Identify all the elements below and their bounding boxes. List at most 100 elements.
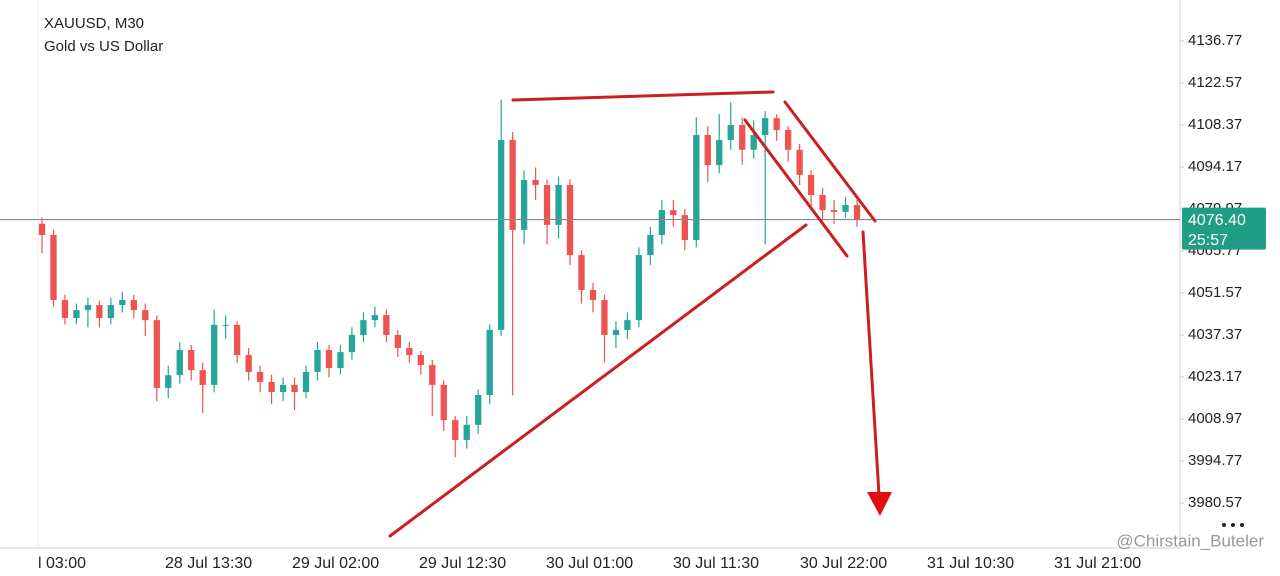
candle-body [853,205,861,220]
x-tick-label: 31 Jul 10:30 [927,555,1014,572]
candle-body [463,424,470,440]
trend-line [388,223,808,538]
x-tick-label: 28 Jul 13:30 [165,555,252,572]
last-price-label: 4076.40 [1188,212,1246,229]
chart-title: XAUUSD, M30 [44,15,144,32]
candle-body [233,324,241,356]
countdown: 25:57 [1188,232,1228,249]
candle-body [762,118,769,135]
candle-body [153,320,160,388]
candle-body [325,350,333,369]
candle-body [520,179,528,230]
candle-body [532,179,539,185]
candle-body [475,394,482,425]
candle-body [142,310,149,321]
candle-body [84,305,92,311]
candle-body [452,420,459,440]
candle-body [165,375,172,388]
y-tick-label: 4023.17 [1188,368,1242,385]
candle-body [578,255,585,290]
candle-body [417,355,424,366]
candle-body [73,310,80,319]
chart-subtitle: Gold vs US Dollar [44,38,163,55]
menu-dot[interactable] [1231,523,1235,527]
candle-body [807,174,815,196]
y-tick-label: 4094.17 [1188,158,1242,175]
candle-body [784,129,792,150]
candle-body [647,234,654,256]
candle-body [681,215,688,240]
y-tick-label: 4136.77 [1188,32,1242,49]
x-tick-label: 29 Jul 12:30 [419,555,506,572]
candle-body [348,334,356,353]
candle-body [750,134,757,150]
candle-body [727,124,734,141]
last-price-box [1182,207,1266,250]
candle-body [211,324,218,385]
y-tick-label: 3980.57 [1188,494,1242,511]
candle-body [383,315,390,335]
candle-body [497,140,505,330]
menu-dot[interactable] [1240,523,1244,527]
candle-body [61,300,69,319]
y-tick-label: 4108.37 [1188,116,1242,133]
candle-body [337,352,344,369]
x-tick-label: 30 Jul 22:00 [800,555,887,572]
x-tick-label: l 03:00 [38,555,86,572]
y-tick-label: 4051.57 [1188,284,1242,301]
candle-body [716,140,723,166]
candle-body [612,329,620,335]
candle-body [658,210,666,235]
resistance-line [511,90,775,102]
candle-body [429,365,436,385]
candle-body [693,134,700,240]
candle-body [96,305,103,319]
candle-body [406,347,413,356]
y-tick-label: 3994.77 [1188,452,1242,469]
candle-body [796,149,803,175]
candle-body [819,195,826,211]
candle-body [176,350,183,376]
arrow-head [867,492,892,516]
candle-body [842,205,849,212]
x-axis: l 03:00 28 Jul 13:30 29 Jul 02:00 29 Jul 12… [38,555,1141,572]
channel-line [783,100,877,223]
x-tick-label: 29 Jul 02:00 [292,555,379,572]
candle-body [635,255,643,321]
candle-body [360,320,367,335]
candle-body [256,371,264,382]
candle-body [199,370,206,385]
arrow-shaft [861,230,881,497]
candle-body [589,289,597,301]
candle-body [830,210,838,212]
candle-body [245,355,252,372]
channel-line [743,118,849,258]
plot [0,99,1180,458]
candle-body [486,329,493,395]
x-tick-label: 30 Jul 01:00 [546,555,633,572]
candle-body [555,184,562,225]
y-axis: 4136.774122.574108.374094.174079.974065.… [1180,32,1242,511]
candle-body [739,124,746,150]
candle-body [38,223,46,235]
annotations [388,90,881,538]
y-tick-label: 4122.57 [1188,74,1242,91]
candle-body [394,334,402,348]
candle-body [670,210,677,216]
x-tick-label: 30 Jul 11:30 [673,555,759,572]
candle-body [704,134,711,166]
candle-body [624,320,631,330]
candle-body [773,118,780,130]
y-tick-label: 4008.97 [1188,410,1242,427]
candle-body [371,315,379,321]
candle-body [291,384,298,393]
candle-body [50,234,57,301]
candle-body [279,384,287,393]
candle-body [543,184,551,225]
x-tick-label: 31 Jul 21:00 [1054,555,1141,572]
watermark: @Chirstain_Buteler [1116,531,1264,550]
candle-body [268,381,275,393]
menu-dot[interactable] [1222,523,1226,527]
candle-body [222,324,229,326]
